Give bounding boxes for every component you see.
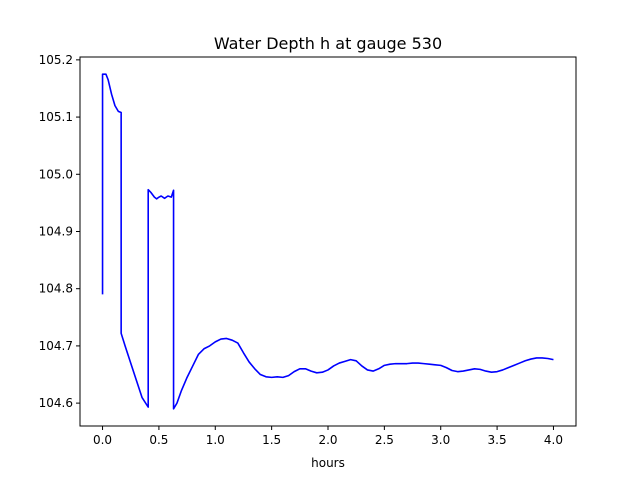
x-tick-label: 1.5 [262,433,281,447]
y-tick-label: 104.8 [39,282,73,296]
chart-title: Water Depth h at gauge 530 [214,34,442,53]
y-tick-label: 104.9 [39,224,73,238]
x-tick-label: 4.0 [544,433,563,447]
series-line [101,73,554,410]
x-tick-label: 0.0 [93,433,112,447]
x-tick-label: 0.5 [149,433,168,447]
x-tick-label: 3.0 [431,433,450,447]
x-tick-label: 3.5 [488,433,507,447]
x-tick-label: 1.0 [206,433,225,447]
x-axis-label: hours [311,456,345,470]
y-tick-label: 105.1 [39,110,73,124]
x-tick-label: 2.0 [318,433,337,447]
y-tick-label: 105.2 [39,53,73,67]
x-tick-label: 2.5 [375,433,394,447]
y-tick-label: 105.0 [39,167,73,181]
y-tick-label: 104.6 [39,396,73,410]
plot-frame [79,56,577,427]
y-tick-label: 104.7 [39,339,73,353]
axis-ticks: 0.0 0.5 1.0 1.5 2.0 2.5 3.0 3.5 4.0 104.6 104.7 104… [39,53,563,447]
